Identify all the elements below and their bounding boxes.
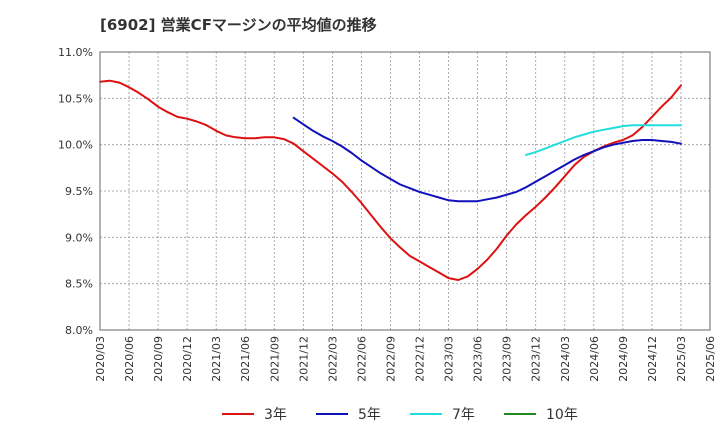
series-line-0: [99, 79, 682, 281]
x-tick-label: 2023/06: [472, 336, 485, 382]
x-axis-tick-labels: 2020/03 2020/06 2020/09 2020/12 2021/03 2021/…: [94, 336, 717, 382]
series-line-2: [525, 124, 682, 156]
series-lines: [99, 79, 682, 281]
y-tick-label: 11.0%: [58, 46, 93, 59]
x-tick-label: 2024/03: [559, 336, 572, 382]
y-axis-tick-labels: 8.0% 8.5% 9.0% 9.5% 10.0% 10.5% 11.0%: [58, 46, 93, 337]
series-line-1: [292, 116, 682, 203]
x-tick-label: 2024/06: [588, 336, 601, 382]
x-tick-label: 2022/03: [326, 336, 339, 382]
x-tick-label: 2022/12: [414, 336, 427, 382]
x-tick-label: 2020/06: [123, 336, 136, 382]
plot-border: [99, 51, 711, 331]
x-tick-label: 2025/03: [675, 336, 688, 382]
legend-label-1: 5年: [358, 407, 381, 423]
x-tick-label: 2023/12: [530, 336, 543, 382]
x-tick-label: 2024/09: [617, 336, 630, 382]
x-tick-label: 2020/12: [181, 336, 194, 382]
legend: 3年 5年 7年 10年: [222, 407, 578, 423]
legend-label-3: 10年: [546, 407, 578, 423]
x-tick-label: 2020/03: [94, 336, 107, 382]
x-tick-label: 2021/12: [297, 336, 310, 382]
grid-lines: [100, 51, 710, 331]
x-tick-label: 2023/03: [443, 336, 456, 382]
x-tick-label: 2025/06: [704, 336, 717, 382]
y-tick-label: 9.5%: [65, 185, 93, 198]
y-tick-label: 8.0%: [65, 324, 93, 337]
y-tick-label: 8.5%: [65, 278, 93, 291]
x-tick-label: 2021/09: [268, 336, 281, 382]
legend-label-0: 3年: [264, 407, 287, 423]
x-tick-label: 2022/09: [384, 336, 397, 382]
chart-title: [6902] 営業CFマージンの平均値の推移: [100, 16, 377, 34]
x-tick-label: 2022/06: [355, 336, 368, 382]
y-tick-label: 10.5%: [58, 92, 93, 105]
x-tick-label: 2024/12: [646, 336, 659, 382]
y-tick-label: 9.0%: [65, 231, 93, 244]
legend-label-2: 7年: [452, 407, 475, 423]
x-tick-label: 2021/06: [239, 336, 252, 382]
x-tick-label: 2023/09: [501, 336, 514, 382]
x-tick-label: 2020/09: [152, 336, 165, 382]
y-tick-label: 10.0%: [58, 139, 93, 152]
x-tick-label: 2021/03: [210, 336, 223, 382]
